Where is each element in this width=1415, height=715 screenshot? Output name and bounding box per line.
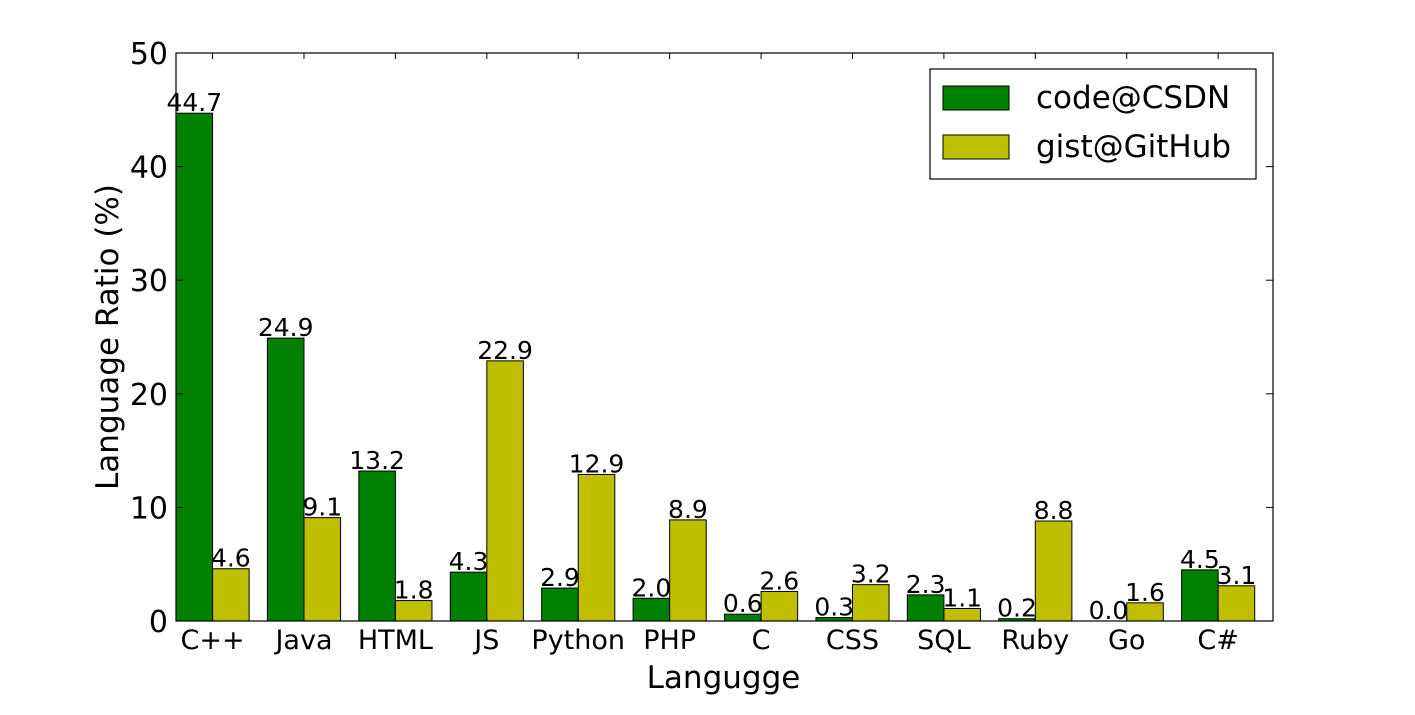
data-label: 2.3 xyxy=(906,570,946,599)
data-label: 13.2 xyxy=(349,446,405,475)
x-tick-label: Go xyxy=(1108,625,1145,656)
x-tick-label: Java xyxy=(273,625,332,656)
data-label: 2.9 xyxy=(540,563,580,592)
bar-github-1 xyxy=(303,517,342,622)
x-tick-label: CSS xyxy=(826,625,879,656)
y-tick-label: 20 xyxy=(130,378,168,413)
data-label: 0.0 xyxy=(1089,596,1129,625)
bar-csdn-11 xyxy=(1181,569,1219,622)
bar-csdn-4 xyxy=(541,587,579,622)
bar-github-3 xyxy=(486,360,524,622)
data-label: 4.3 xyxy=(449,547,489,576)
bar-csdn-2 xyxy=(358,470,396,622)
bars-layer xyxy=(175,112,1256,622)
legend: code@CSDN gist@GitHub xyxy=(929,68,1257,180)
plot-frame xyxy=(175,52,1274,622)
data-label: 44.7 xyxy=(166,88,222,117)
x-tick-label: C xyxy=(752,625,771,656)
data-label: 3.1 xyxy=(1217,561,1257,590)
x-tick-label: HTML xyxy=(358,625,433,656)
data-label: 0.6 xyxy=(723,589,763,618)
y-tick-label: 10 xyxy=(130,491,168,526)
bar-csdn-3 xyxy=(449,571,488,622)
x-axis-title: Langugge xyxy=(647,660,801,696)
legend-swatch xyxy=(942,134,1010,160)
bar-github-9 xyxy=(1034,520,1073,622)
data-label: 24.9 xyxy=(258,313,314,342)
data-labels-layer: 44.7 4.6 24.9 9.113.2 1.8 4.3 22.9 2.9 12.9 2.0 8.… xyxy=(166,88,1256,625)
legend-label: gist@GitHub xyxy=(1036,129,1231,165)
x-tick-label: PHP xyxy=(643,625,696,656)
y-tick-label: 50 xyxy=(130,37,168,72)
data-label: 12.9 xyxy=(569,449,625,478)
data-label: 3.2 xyxy=(851,560,891,589)
bar-csdn-0 xyxy=(175,112,214,622)
data-label: 1.6 xyxy=(1125,578,1165,607)
x-tick-label: Ruby xyxy=(1001,625,1069,656)
data-label: 0.2 xyxy=(997,594,1037,623)
data-label: 2.0 xyxy=(631,573,671,602)
x-tick-label: Python xyxy=(531,625,625,656)
data-label: 4.5 xyxy=(1180,545,1220,574)
data-label: 22.9 xyxy=(477,336,533,365)
bar-csdn-1 xyxy=(266,337,305,622)
legend-swatch xyxy=(942,85,1010,111)
y-axis-title: Language Ratio (%) xyxy=(90,184,126,490)
bar-github-0 xyxy=(212,568,250,622)
bar-github-7 xyxy=(851,584,890,622)
x-tick-label: C++ xyxy=(181,625,245,656)
legend-label: code@CSDN xyxy=(1036,80,1230,116)
data-label: 9.1 xyxy=(302,493,342,522)
bar-github-4 xyxy=(577,473,616,622)
data-label: 0.3 xyxy=(814,593,854,622)
data-label: 4.6 xyxy=(211,544,251,573)
x-tick-label: SQL xyxy=(917,625,970,656)
bar-github-6 xyxy=(760,590,799,622)
data-label: 1.1 xyxy=(942,584,982,613)
bar-github-11 xyxy=(1217,585,1256,622)
x-tick-label: JS xyxy=(472,625,499,656)
data-label: 2.6 xyxy=(759,566,799,595)
y-tick-label: 0 xyxy=(149,605,168,640)
bar-github-5 xyxy=(669,519,707,622)
y-tick-label: 40 xyxy=(130,151,168,186)
data-label: 8.9 xyxy=(668,495,708,524)
axis-ticks: C++ Java HTML JS Python PHP C CSS SQL Ruby Go C# 0 10… xyxy=(130,37,1273,656)
data-label: 8.8 xyxy=(1034,496,1074,525)
data-label: 1.8 xyxy=(394,576,434,605)
x-tick-label: C# xyxy=(1197,625,1238,656)
y-tick-label: 30 xyxy=(130,264,168,299)
